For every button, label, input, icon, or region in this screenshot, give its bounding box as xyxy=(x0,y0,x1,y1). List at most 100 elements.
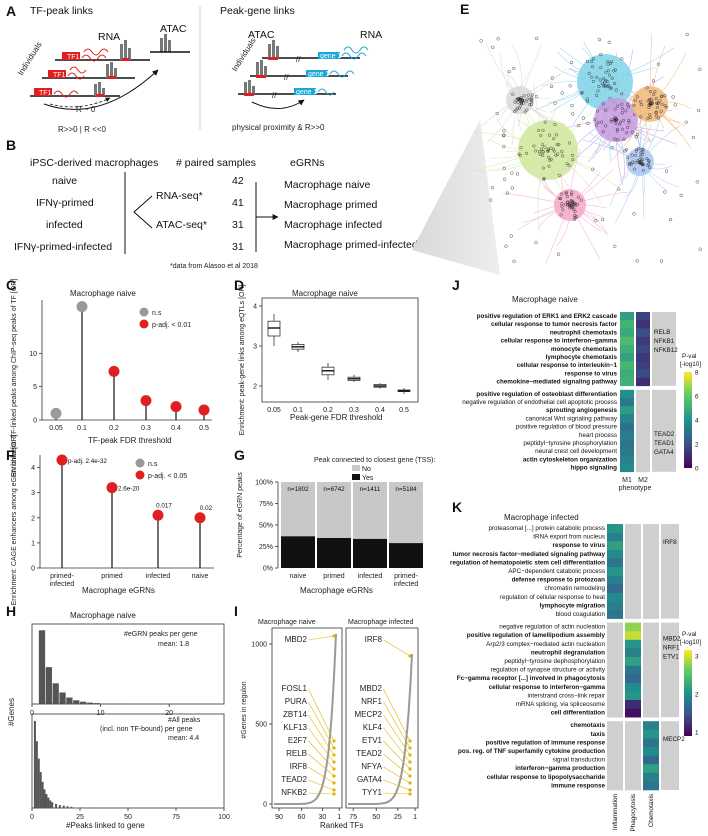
j-cell-m1 xyxy=(620,389,634,399)
network-node xyxy=(558,196,562,200)
k-cell-chemotaxis xyxy=(643,747,659,756)
egrn-naive: Macrophage naive xyxy=(284,179,371,191)
network-node xyxy=(596,89,600,93)
network-node xyxy=(641,150,645,154)
condition-primed: IFNγ-primed xyxy=(36,197,94,209)
i-tf-point xyxy=(332,792,336,796)
peak-gene-links-title: Peak-gene links xyxy=(220,5,295,17)
j-cell-m2 xyxy=(636,463,650,473)
assay-bracket xyxy=(133,195,153,229)
network-node xyxy=(552,137,556,141)
j-term-label: positive regulation of ERK1 and ERK2 cas… xyxy=(477,313,618,320)
j-legend-title: P-val xyxy=(682,353,696,360)
network-node xyxy=(646,99,650,103)
network-node xyxy=(597,84,601,88)
j-cell-m2 xyxy=(636,414,650,423)
j-cell-m2 xyxy=(636,406,650,415)
i-frame xyxy=(271,627,343,809)
network-node xyxy=(513,110,517,114)
f-xtick-label: infected xyxy=(146,573,171,580)
network-node xyxy=(615,127,619,131)
network-node xyxy=(620,106,624,110)
h-bin xyxy=(80,701,87,704)
network-node xyxy=(577,123,581,128)
network-node xyxy=(559,197,563,201)
network-node xyxy=(580,91,584,95)
network-node xyxy=(610,76,614,80)
h-bin xyxy=(66,697,73,704)
g-bar-yes xyxy=(281,536,315,568)
network-node xyxy=(634,153,638,157)
c-point xyxy=(50,407,62,419)
j-tf-label: TEAD1 xyxy=(654,440,675,447)
panel-label-j: J xyxy=(452,277,460,293)
break-mark-2: // xyxy=(284,73,289,82)
j-term-label: negative regulation of endothelial cell … xyxy=(462,399,617,406)
k-cell-chemotaxis xyxy=(643,601,659,611)
network-node xyxy=(600,217,605,222)
network-node xyxy=(530,93,534,97)
k-legend-title: [-log10] xyxy=(680,639,701,646)
j-tf-block-2 xyxy=(652,389,676,472)
j-tf-label: RELB xyxy=(654,329,670,336)
network-node xyxy=(663,190,667,194)
network-node xyxy=(698,67,702,71)
network-node xyxy=(595,75,599,79)
i-tf-point xyxy=(332,634,336,638)
i-tf-label: TEAD2 xyxy=(356,749,382,758)
network-node xyxy=(541,150,545,154)
j-cell-m1 xyxy=(620,344,634,354)
i-leader xyxy=(383,714,411,756)
g-ytick-label: 100% xyxy=(255,480,273,487)
network-node xyxy=(518,106,522,110)
panel-label-e: E xyxy=(460,1,469,17)
network-node xyxy=(610,118,614,122)
panel-d-ylabel: Enrichment: peak-gene links among eQTLs … xyxy=(239,284,246,435)
network-node xyxy=(641,163,645,167)
h-bin xyxy=(80,807,82,808)
k-cell-phagocytosis xyxy=(625,772,641,782)
network-node xyxy=(519,102,523,106)
network-node xyxy=(517,152,521,156)
h-xtick-label: 10 xyxy=(97,710,105,717)
i-leader xyxy=(383,740,411,770)
i-xtick-label: 50 xyxy=(372,814,380,821)
k-cell-inflammation xyxy=(607,764,623,774)
network-node xyxy=(622,118,626,122)
panel-c-title: Macrophage naive xyxy=(70,289,136,298)
k-cell-chemotaxis xyxy=(643,622,659,632)
panel-label-g: G xyxy=(234,447,245,463)
network-node xyxy=(573,201,577,205)
network-node xyxy=(559,213,563,217)
network-node xyxy=(560,149,564,154)
k-term-label: cell differentiation xyxy=(551,710,605,717)
network-node xyxy=(526,93,530,97)
j-x-title: phenotype xyxy=(619,485,652,492)
j-cell-m2 xyxy=(636,455,650,464)
h-bin xyxy=(41,781,44,808)
network-node xyxy=(541,143,545,147)
i-tf-point xyxy=(408,654,412,658)
g-xtick-label: naive xyxy=(290,573,307,580)
network-node xyxy=(570,191,574,195)
network-node xyxy=(530,102,534,106)
ipsc-macrophages-title: iPSC-derived macrophages xyxy=(30,157,158,169)
d-xtick-label: 0.3 xyxy=(349,407,359,414)
k-cell-phagocytosis xyxy=(625,755,641,765)
rna-label-right: RNA xyxy=(360,29,382,41)
k-legend-tick: 3 xyxy=(695,654,699,661)
network-node xyxy=(570,204,574,208)
network-node xyxy=(663,94,667,98)
g-xtick-line: infected xyxy=(394,581,419,588)
h-bin xyxy=(49,800,52,808)
network-node xyxy=(555,143,559,147)
network-node xyxy=(615,129,619,133)
network-node xyxy=(641,147,645,151)
panel-k-title: Macrophage infected xyxy=(504,513,579,522)
k-cell-inflammation xyxy=(607,747,623,756)
i-tf-point xyxy=(332,767,336,771)
k-term-label: negative regulation of actin nucleation xyxy=(499,624,605,631)
k-cell-phagocytosis xyxy=(625,729,641,739)
network-node xyxy=(648,89,652,93)
k-cell-phagocytosis xyxy=(625,592,641,602)
